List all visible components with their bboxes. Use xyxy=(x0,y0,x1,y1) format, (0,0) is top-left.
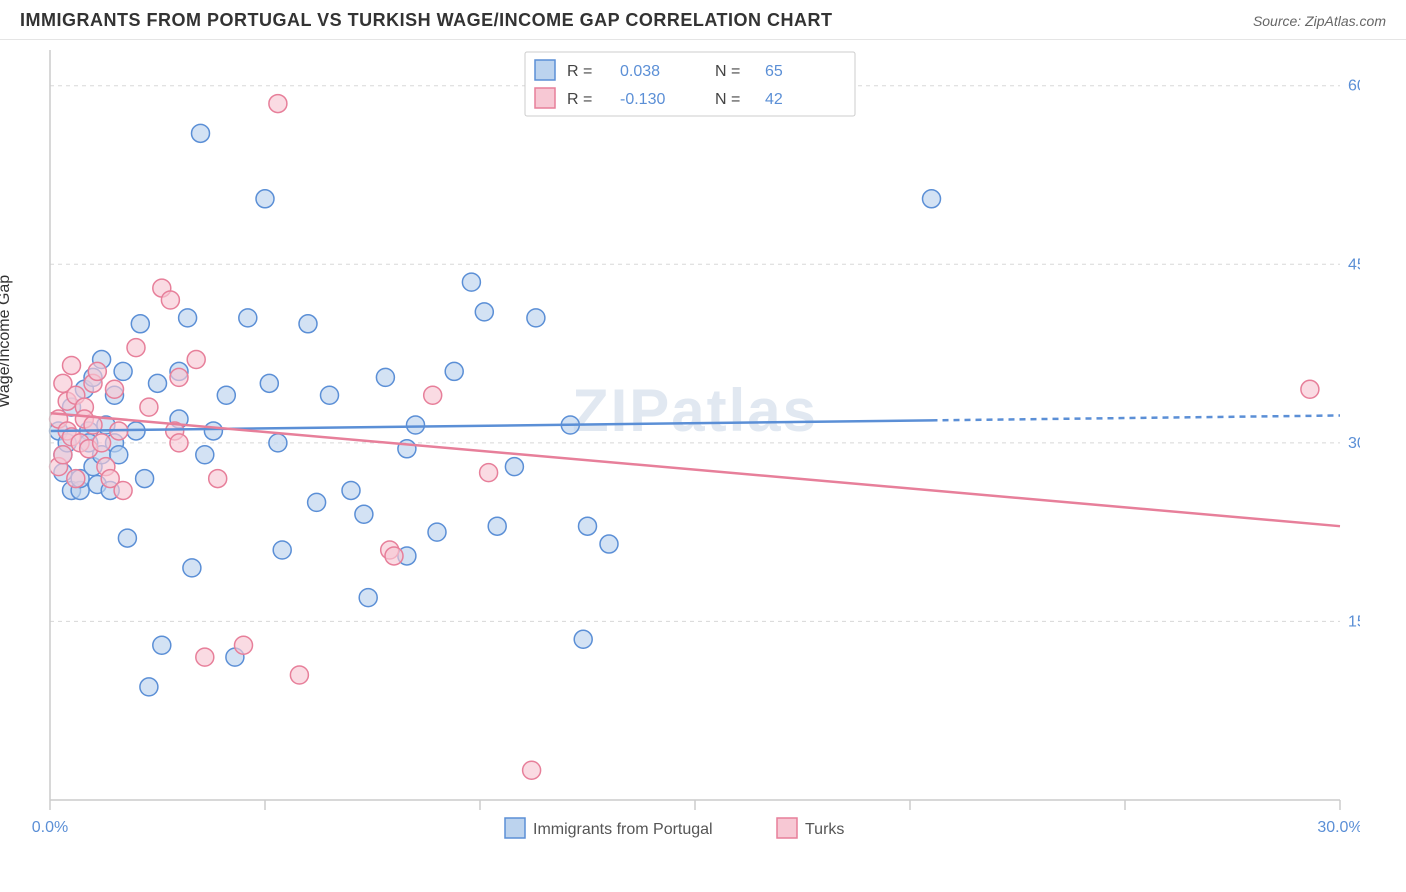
chart-header: IMMIGRANTS FROM PORTUGAL VS TURKISH WAGE… xyxy=(0,0,1406,40)
scatter-point xyxy=(204,422,222,440)
svg-text:-0.130: -0.130 xyxy=(620,91,665,108)
svg-text:60.0%: 60.0% xyxy=(1348,78,1360,95)
scatter-point xyxy=(260,374,278,392)
scatter-point xyxy=(256,190,274,208)
scatter-point xyxy=(170,368,188,386)
scatter-point xyxy=(269,95,287,113)
legend-label: Immigrants from Portugal xyxy=(533,821,713,838)
scatter-point xyxy=(273,541,291,559)
scatter-point xyxy=(170,434,188,452)
svg-text:R =: R = xyxy=(567,63,592,80)
svg-text:30.0%: 30.0% xyxy=(1317,819,1360,836)
scatter-point xyxy=(127,339,145,357)
scatter-point xyxy=(527,309,545,327)
scatter-point xyxy=(140,678,158,696)
scatter-point xyxy=(88,362,106,380)
chart-title: IMMIGRANTS FROM PORTUGAL VS TURKISH WAGE… xyxy=(20,10,833,31)
scatter-point xyxy=(196,446,214,464)
svg-text:ZIPatlas: ZIPatlas xyxy=(572,377,818,444)
scatter-point xyxy=(1301,380,1319,398)
trend-line-extrapolated xyxy=(932,415,1341,420)
y-axis-label: Wage/Income Gap xyxy=(0,275,14,408)
scatter-point xyxy=(308,493,326,511)
scatter-point xyxy=(183,559,201,577)
scatter-point xyxy=(179,309,197,327)
scatter-point xyxy=(187,351,205,369)
scatter-point xyxy=(574,630,592,648)
scatter-point xyxy=(462,273,480,291)
scatter-point xyxy=(398,440,416,458)
svg-text:65: 65 xyxy=(765,63,783,80)
scatter-point xyxy=(153,636,171,654)
scatter-point xyxy=(923,190,941,208)
scatter-point xyxy=(600,535,618,553)
scatter-point xyxy=(217,386,235,404)
scatter-point xyxy=(475,303,493,321)
svg-text:R =: R = xyxy=(567,91,592,108)
svg-text:45.0%: 45.0% xyxy=(1348,256,1360,273)
scatter-point xyxy=(136,470,154,488)
svg-text:15.0%: 15.0% xyxy=(1348,613,1360,630)
scatter-point xyxy=(321,386,339,404)
svg-text:N =: N = xyxy=(715,63,740,80)
scatter-point xyxy=(118,529,136,547)
legend-swatch xyxy=(535,60,555,80)
scatter-point xyxy=(523,761,541,779)
scatter-point xyxy=(209,470,227,488)
scatter-point xyxy=(376,368,394,386)
scatter-point xyxy=(505,458,523,476)
scatter-point xyxy=(355,505,373,523)
scatter-point xyxy=(235,636,253,654)
scatter-point xyxy=(342,481,360,499)
scatter-point xyxy=(385,547,403,565)
scatter-point xyxy=(161,291,179,309)
legend-swatch xyxy=(777,818,797,838)
scatter-point xyxy=(424,386,442,404)
scatter-point xyxy=(239,309,257,327)
svg-text:42: 42 xyxy=(765,91,783,108)
legend-swatch xyxy=(535,88,555,108)
scatter-point xyxy=(196,648,214,666)
scatter-point xyxy=(290,666,308,684)
scatter-point xyxy=(269,434,287,452)
scatter-point xyxy=(428,523,446,541)
scatter-point xyxy=(63,356,81,374)
svg-text:N =: N = xyxy=(715,91,740,108)
scatter-point xyxy=(140,398,158,416)
scatter-point xyxy=(149,374,167,392)
chart-source: Source: ZipAtlas.com xyxy=(1253,13,1386,29)
scatter-point xyxy=(579,517,597,535)
svg-text:30.0%: 30.0% xyxy=(1348,435,1360,452)
scatter-point xyxy=(192,124,210,142)
scatter-point xyxy=(67,470,85,488)
scatter-point xyxy=(106,380,124,398)
scatter-point xyxy=(54,446,72,464)
scatter-point xyxy=(488,517,506,535)
scatter-point xyxy=(480,464,498,482)
scatter-point xyxy=(114,481,132,499)
correlation-scatter-chart: 15.0% 30.0% 45.0% 60.0% ZIPatlas 0.0% 30.0% R =… xyxy=(20,40,1360,890)
scatter-point xyxy=(114,362,132,380)
scatter-point xyxy=(299,315,317,333)
scatter-point xyxy=(359,589,377,607)
scatter-point xyxy=(407,416,425,434)
svg-text:0.0%: 0.0% xyxy=(32,819,68,836)
legend-label: Turks xyxy=(805,821,844,838)
scatter-point xyxy=(445,362,463,380)
chart-container: Wage/Income Gap 15.0%30.0%45.0%60.0%ZIPa… xyxy=(20,40,1386,890)
svg-text:0.038: 0.038 xyxy=(620,63,660,80)
scatter-point xyxy=(131,315,149,333)
legend-swatch xyxy=(505,818,525,838)
scatter-point xyxy=(93,434,111,452)
